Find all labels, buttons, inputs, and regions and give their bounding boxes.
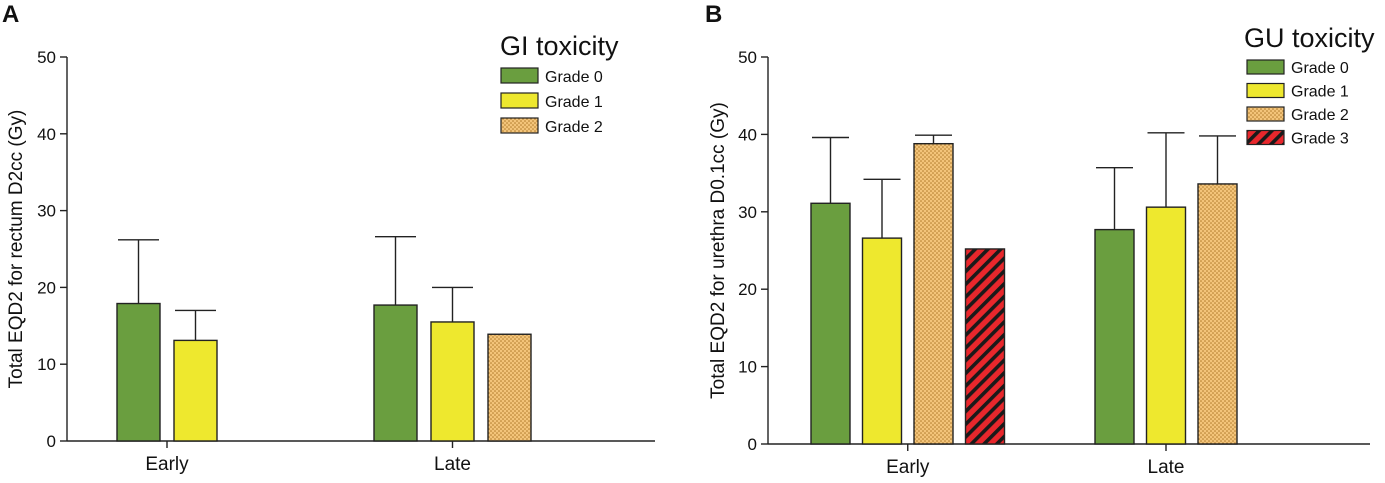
panel-b-chart: 0 10 20 30 40 50 Total EQD2 for urethra D0.1cc… [708,23,1375,478]
panel-a-chart: 0 10 20 30 40 50 Total EQD2 for rectum D2cc (G… [6,31,655,475]
legend-swatch-grade2 [1246,106,1285,122]
x-tick-label-early: Early [886,457,930,478]
x-tick-label-late: Late [1148,457,1185,478]
bar-grade0-late [1094,228,1135,445]
legend-label-grade1: Grade 1 [545,94,603,111]
legend-label-grade1: Grade 1 [1291,84,1349,101]
bar-grade2-late [1197,183,1238,445]
bar-grade3-early [964,248,1006,445]
bar-grade1-late [1145,206,1187,445]
bar-grade0-early [116,302,161,442]
x-tick-label-early: Early [145,454,189,475]
legend-swatch-grade0 [1246,59,1285,75]
x-tick-label-late: Late [434,454,471,475]
legend-swatch-grade0 [500,67,539,84]
legend-title: GU toxicity [1244,23,1375,53]
y-axis-label: Total EQD2 for urethra D0.1cc (Gy) [708,102,729,399]
legend-swatch-grade1 [500,92,539,109]
bar-grade1-early [173,339,218,442]
y-tick-label: 20 [738,280,757,299]
y-tick-label: 40 [738,125,757,144]
legend: GU toxicity Grade 0 Grade 1 Grade 2 Grade 3 [1244,23,1375,148]
y-tick-label: 50 [37,48,56,67]
y-tick-label: 40 [37,125,56,144]
legend-label-grade0: Grade 0 [545,69,603,86]
bar-grade1-early [861,237,903,445]
legend-label-grade0: Grade 0 [1291,60,1349,77]
panel-a-letter: A [2,1,19,28]
legend-label-grade2: Grade 2 [545,119,603,136]
y-axis-label: Total EQD2 for rectum D2cc (Gy) [6,110,27,389]
y-tick-label: 10 [37,355,56,374]
y-tick-label: 50 [738,48,757,67]
legend-swatch-grade3 [1246,129,1285,146]
bar-grade0-early [810,202,851,445]
y-tick-label: 30 [37,202,56,221]
bar-grade2-early [913,142,954,445]
y-tick-label: 10 [738,358,757,377]
legend-label-grade3: Grade 3 [1291,131,1349,148]
legend: GI toxicity Grade 0 Grade 1 Grade 2 [500,31,619,136]
y-tick-label: 0 [47,432,56,451]
legend-title: GI toxicity [500,31,619,61]
legend-swatch-grade1 [1246,82,1285,99]
legend-swatch-grade2 [500,117,539,134]
bar-grade1-late [430,321,475,442]
legend-label-grade2: Grade 2 [1291,107,1349,124]
y-tick-label: 0 [748,435,757,454]
y-tick-label: 30 [738,203,757,222]
y-tick-label: 20 [37,278,56,297]
panel-b-letter: B [705,1,722,28]
bar-grade2-late [487,333,532,442]
bar-grade0-late [373,304,418,442]
